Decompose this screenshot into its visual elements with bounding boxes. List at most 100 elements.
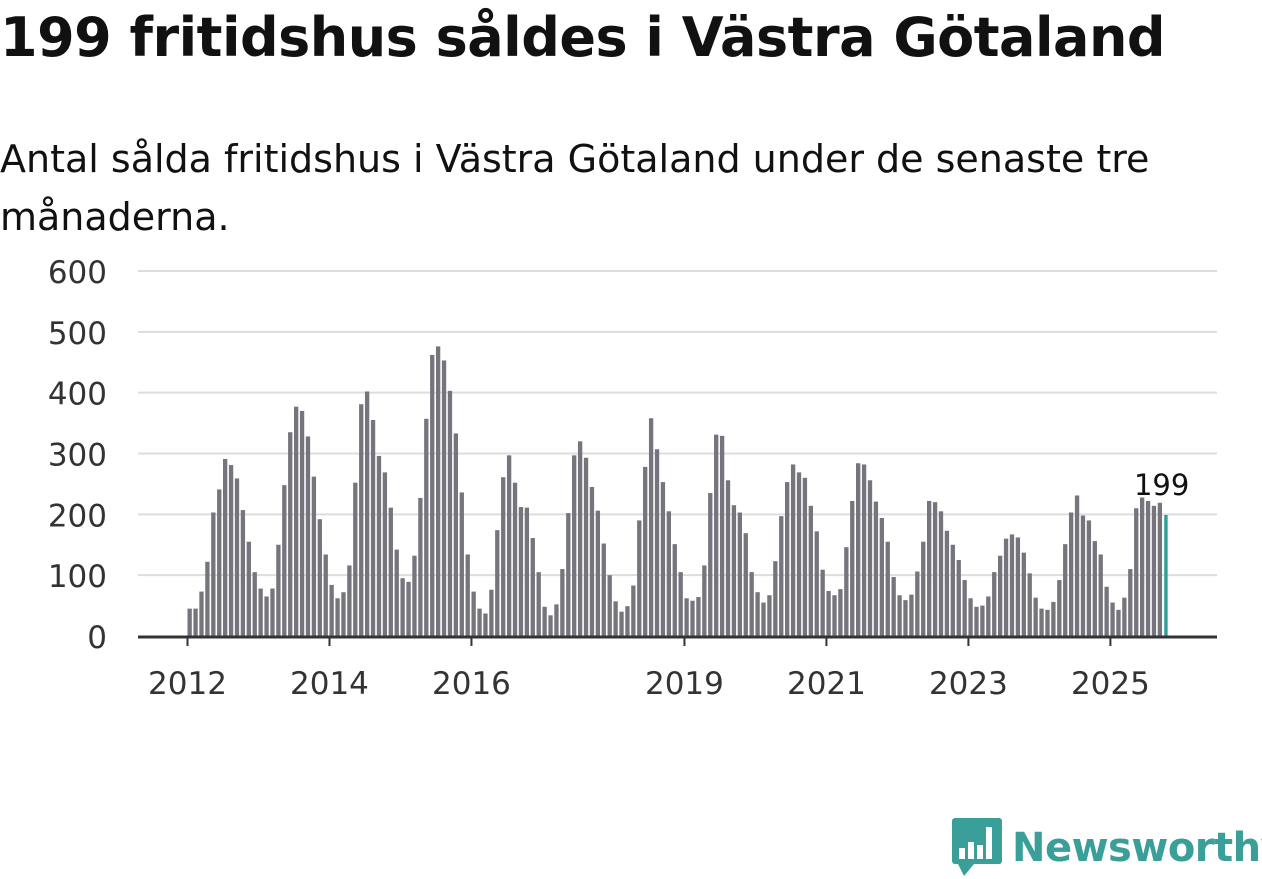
bar — [560, 569, 565, 636]
bar — [447, 390, 453, 636]
bar — [459, 492, 464, 636]
bar — [672, 544, 677, 636]
bar — [814, 531, 819, 636]
bar — [317, 519, 322, 636]
bar — [820, 569, 825, 636]
bar — [1157, 502, 1163, 636]
x-tick-label: 2019 — [645, 666, 724, 702]
bar — [625, 606, 630, 636]
bar — [530, 538, 535, 636]
gridlines — [138, 270, 1217, 577]
bar — [305, 436, 311, 636]
x-axis-tick-labels: 2012 2014 2016 2019 2021 2023 2025 — [148, 666, 1150, 702]
bar — [453, 433, 459, 636]
bar — [678, 572, 683, 636]
bar — [548, 615, 553, 636]
y-tick-label: 200 — [48, 498, 107, 534]
bar — [696, 597, 701, 636]
bar — [684, 598, 689, 636]
bar — [702, 565, 707, 636]
chart-title: 199 fritidshus såldes i Västra Götaland — [0, 6, 1166, 69]
y-tick-label: 300 — [48, 438, 107, 474]
bar — [714, 434, 719, 636]
bar — [347, 565, 352, 636]
bar — [234, 478, 240, 636]
bar — [583, 457, 589, 636]
bar — [749, 572, 754, 636]
bar — [364, 391, 370, 636]
bar — [382, 472, 388, 636]
bar — [690, 600, 695, 636]
bar — [938, 511, 944, 636]
bar — [288, 432, 293, 636]
bar — [867, 480, 873, 636]
bar — [761, 602, 766, 636]
bar — [1128, 569, 1133, 636]
y-axis-tick-labels: 0 100 200 300 400 500 600 — [48, 255, 107, 656]
bar — [252, 572, 257, 636]
bar — [986, 596, 991, 636]
bar — [258, 588, 263, 636]
bar — [826, 590, 831, 636]
bar — [1057, 580, 1062, 636]
bar — [932, 502, 938, 636]
bar — [270, 588, 275, 636]
bar — [767, 595, 772, 636]
bar — [648, 418, 654, 636]
bar — [554, 604, 559, 636]
bar — [1015, 537, 1021, 636]
bar — [1045, 609, 1050, 636]
bar — [1139, 496, 1145, 636]
bar — [211, 512, 216, 636]
bar — [708, 493, 713, 636]
bar — [962, 580, 967, 636]
x-tick-label: 2021 — [787, 666, 866, 702]
bar — [897, 595, 902, 636]
bar — [400, 578, 405, 636]
bar — [1122, 597, 1127, 636]
bar — [1145, 500, 1151, 636]
data-labels: 199 — [1131, 465, 1191, 504]
bar — [430, 354, 435, 636]
bar — [643, 466, 648, 636]
bar — [276, 544, 281, 636]
x-tick-label: 2023 — [929, 666, 1008, 702]
bar — [974, 606, 979, 636]
bar — [376, 455, 382, 636]
bar — [1080, 515, 1086, 636]
bar — [370, 420, 376, 636]
bar — [879, 517, 884, 636]
bar — [595, 510, 601, 636]
bar — [1110, 602, 1115, 636]
bar — [992, 572, 997, 636]
bar — [441, 360, 447, 636]
bar — [601, 543, 606, 636]
bar — [997, 555, 1003, 636]
bar — [205, 561, 210, 636]
bar — [187, 608, 192, 636]
bar — [873, 501, 879, 636]
bar — [512, 482, 518, 636]
bar — [353, 482, 358, 636]
bar — [518, 507, 524, 636]
bar — [495, 530, 500, 636]
bar — [577, 441, 583, 636]
bar — [1104, 586, 1109, 636]
bar — [779, 516, 784, 636]
bar — [1068, 512, 1074, 636]
x-tick-label: 2025 — [1071, 666, 1150, 702]
bar — [1039, 608, 1044, 636]
bar — [832, 595, 837, 636]
bar — [861, 464, 867, 636]
bar — [1051, 601, 1056, 636]
bar — [1063, 544, 1068, 636]
bar — [264, 596, 269, 636]
bar — [240, 510, 246, 636]
bar — [341, 592, 346, 636]
bar — [418, 497, 423, 636]
bar — [637, 520, 642, 636]
bar — [217, 489, 222, 636]
bar — [980, 605, 985, 636]
bar — [785, 482, 790, 636]
